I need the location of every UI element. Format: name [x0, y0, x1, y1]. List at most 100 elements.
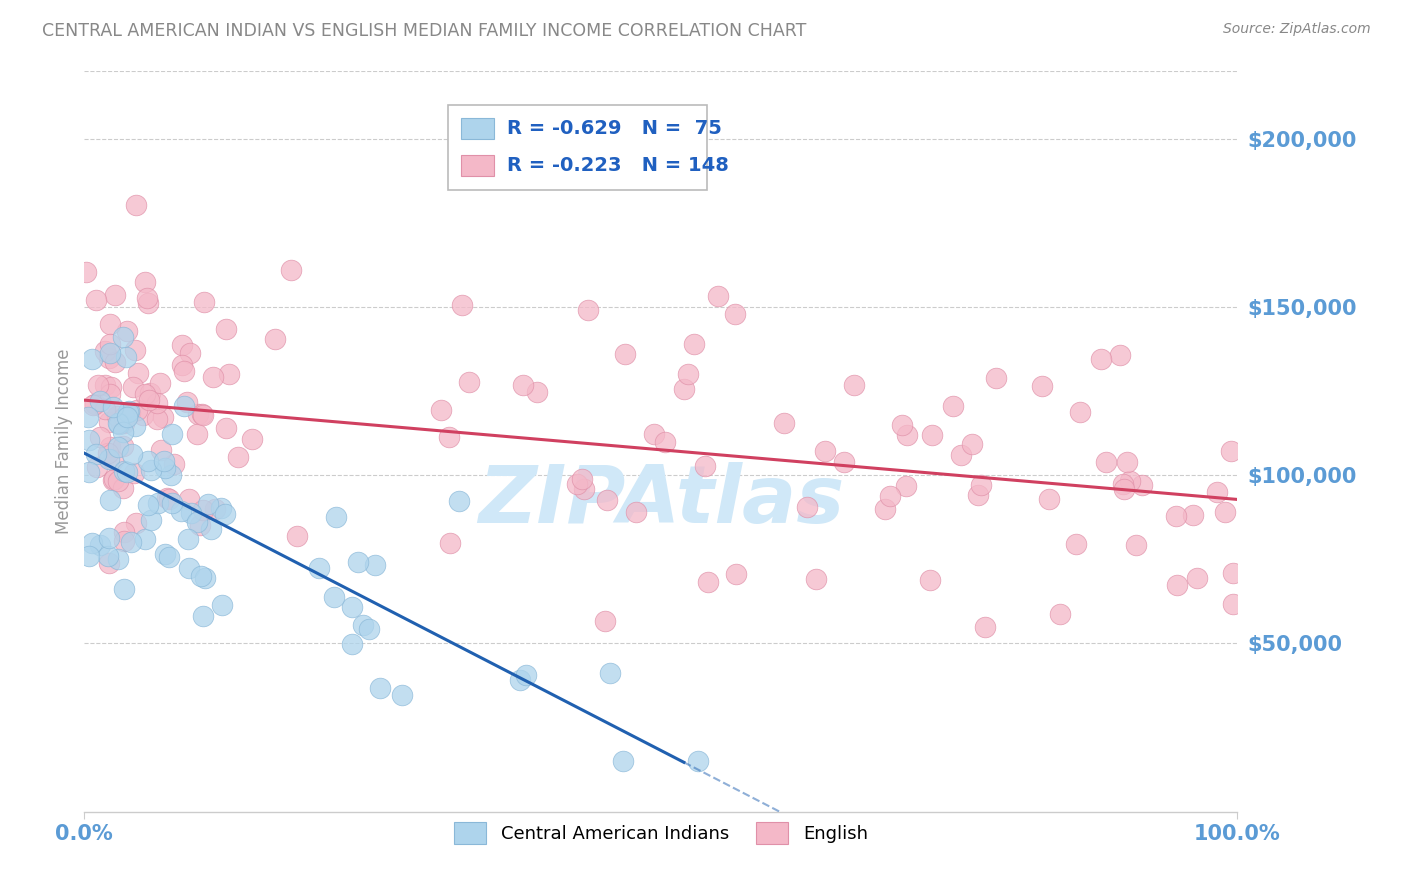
Point — [177, 533, 200, 547]
Point — [576, 303, 599, 318]
Point — [98, 337, 121, 351]
Point — [308, 561, 330, 575]
Point — [112, 533, 135, 548]
Point — [724, 307, 747, 321]
Point — [894, 479, 917, 493]
Point — [115, 465, 138, 479]
Point — [103, 288, 125, 302]
Point — [153, 547, 176, 561]
Point — [150, 442, 173, 457]
Point — [364, 558, 387, 573]
Point — [98, 441, 121, 455]
Point — [918, 573, 941, 587]
Point — [285, 528, 308, 542]
Point — [162, 496, 184, 510]
Point — [796, 500, 818, 514]
Point — [197, 497, 219, 511]
Point — [112, 416, 135, 430]
Point — [112, 525, 135, 540]
Point — [969, 478, 991, 492]
Point — [215, 322, 238, 336]
Bar — [461, 155, 494, 176]
Point — [240, 432, 263, 446]
Point — [112, 582, 135, 597]
Point — [725, 566, 748, 581]
Text: R = -0.223   N = 148: R = -0.223 N = 148 — [508, 156, 730, 175]
Point — [84, 293, 107, 307]
Point — [118, 406, 141, 420]
Point — [136, 454, 159, 468]
Point — [1114, 482, 1136, 496]
Point — [682, 336, 704, 351]
Point — [512, 378, 534, 392]
Point — [201, 370, 224, 384]
Point — [105, 409, 128, 424]
Point — [613, 346, 636, 360]
Point — [1064, 537, 1087, 551]
Point — [124, 198, 146, 212]
Point — [984, 371, 1007, 385]
Point — [449, 493, 471, 508]
Point — [89, 538, 111, 552]
Point — [125, 516, 148, 530]
Point — [98, 415, 121, 429]
Point — [173, 399, 195, 413]
Point — [773, 416, 796, 430]
Point — [891, 417, 914, 432]
Point — [190, 568, 212, 582]
Point — [1181, 508, 1204, 523]
Point — [82, 398, 104, 412]
Point — [157, 492, 180, 507]
Point — [160, 427, 183, 442]
Point — [1094, 455, 1116, 469]
Point — [842, 378, 865, 392]
Point — [94, 377, 117, 392]
Point — [509, 673, 531, 688]
Point — [112, 409, 135, 424]
Point — [156, 491, 179, 505]
Point — [458, 375, 481, 389]
Point — [97, 556, 120, 570]
Point — [136, 291, 159, 305]
Point — [1166, 578, 1188, 592]
Point — [124, 418, 146, 433]
Point — [1109, 348, 1132, 362]
Point — [962, 437, 984, 451]
Point — [214, 507, 236, 521]
Point — [89, 430, 111, 444]
Point — [136, 498, 159, 512]
Point — [101, 473, 124, 487]
Point — [94, 402, 117, 417]
Point — [450, 298, 472, 312]
Point — [146, 412, 169, 426]
Point — [806, 572, 828, 586]
Point — [138, 295, 160, 310]
Point — [97, 531, 120, 545]
Point — [191, 609, 214, 624]
FancyBboxPatch shape — [447, 104, 707, 190]
Point — [211, 598, 233, 612]
Point — [101, 453, 124, 467]
Point — [1069, 404, 1091, 418]
Point — [191, 408, 214, 422]
Point — [89, 393, 111, 408]
Point — [177, 491, 200, 506]
Point — [79, 465, 101, 479]
Text: CENTRAL AMERICAN INDIAN VS ENGLISH MEDIAN FAMILY INCOME CORRELATION CHART: CENTRAL AMERICAN INDIAN VS ENGLISH MEDIA… — [42, 22, 807, 40]
Point — [170, 504, 193, 518]
Point — [218, 368, 240, 382]
Point — [100, 379, 122, 393]
Point — [1112, 476, 1135, 491]
Point — [1222, 566, 1244, 581]
Point — [107, 416, 129, 430]
Point — [79, 549, 101, 563]
Point — [139, 513, 162, 527]
Point — [191, 407, 214, 421]
Point — [107, 440, 129, 454]
Point — [107, 474, 129, 488]
Point — [77, 409, 100, 424]
Point — [173, 364, 195, 378]
Point — [152, 410, 174, 425]
Point — [1213, 505, 1236, 519]
Point — [160, 468, 183, 483]
